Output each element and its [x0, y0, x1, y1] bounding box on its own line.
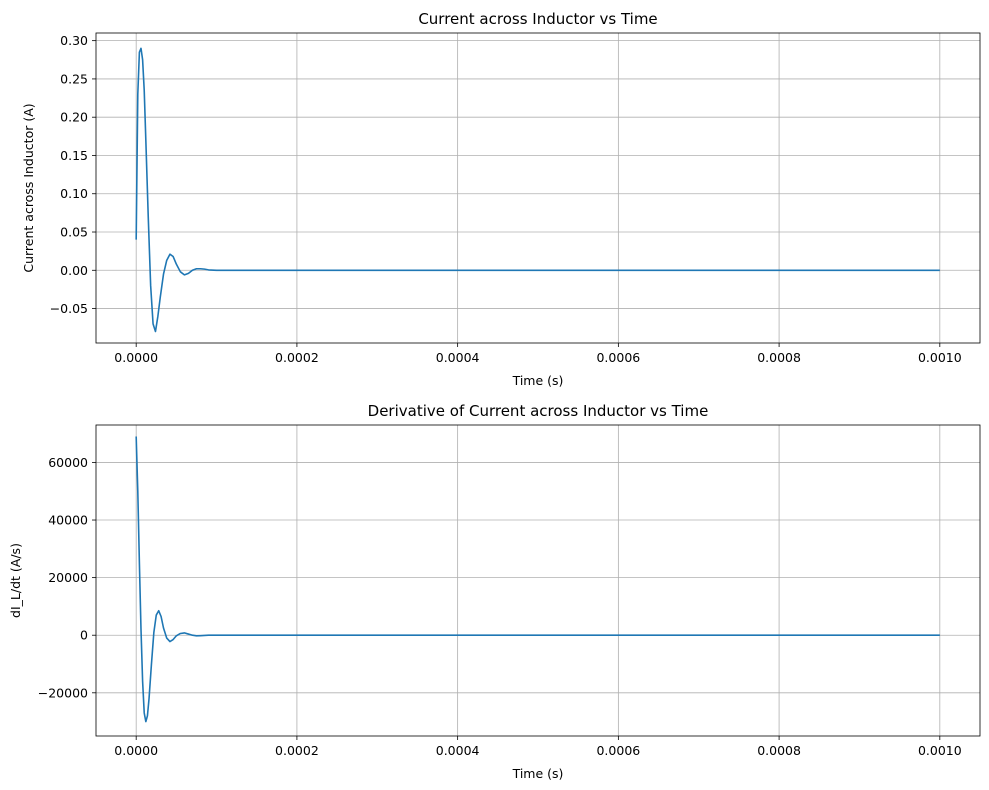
derivative-y-tick-label: 60000 [48, 455, 88, 470]
derivative-subplot: Derivative of Current across Inductor vs… [8, 402, 981, 781]
current-x-tick-label: 0.0006 [596, 350, 640, 365]
current-x-tick-label: 0.0004 [436, 350, 480, 365]
current-y-tick-label: 0.00 [60, 263, 88, 278]
derivative-y-axis-label: dI_L/dt (A/s) [8, 543, 23, 618]
derivative-x-tick-label: 0.0002 [275, 743, 319, 758]
current-x-axis-label: Time (s) [512, 373, 564, 388]
current-data-line [135, 47, 940, 333]
derivative-x-tick-label: 0.0000 [114, 743, 158, 758]
derivative-y-tick-label: −20000 [38, 685, 88, 700]
current-x-tick-label: 0.0000 [114, 350, 158, 365]
derivative-y-tick-label: 0 [80, 628, 88, 643]
derivative-x-tick-label: 0.0010 [918, 743, 962, 758]
derivative-y-tick-label: 20000 [48, 570, 88, 585]
derivative-axes-frame [95, 424, 981, 737]
current-y-tick-label: 0.30 [60, 33, 88, 48]
current-y-axis-label: Current across Inductor (A) [21, 103, 36, 272]
derivative-x-tick-label: 0.0008 [757, 743, 801, 758]
derivative-x-tick-label: 0.0006 [596, 743, 640, 758]
current-y-tick-label: 0.20 [60, 110, 88, 125]
derivative-x-tick-label: 0.0004 [436, 743, 480, 758]
derivative-data-line [135, 436, 940, 723]
current-x-tick-label: 0.0008 [757, 350, 801, 365]
current-y-tick-label: 0.05 [60, 225, 88, 240]
current-subplot: Current across Inductor vs Time Time (s)… [21, 10, 981, 388]
current-axes-frame [95, 32, 981, 344]
current-y-tick-label: 0.10 [60, 186, 88, 201]
current-chart-title: Current across Inductor vs Time [418, 10, 657, 28]
current-x-tick-label: 0.0010 [918, 350, 962, 365]
current-y-tick-label: 0.25 [60, 71, 88, 86]
derivative-y-tick-label: 40000 [48, 513, 88, 528]
derivative-chart-title: Derivative of Current across Inductor vs… [368, 402, 709, 420]
current-y-tick-label: −0.05 [50, 301, 88, 316]
current-y-tick-label: 0.15 [60, 148, 88, 163]
current-x-tick-label: 0.0002 [275, 350, 319, 365]
current-grid [96, 33, 980, 343]
derivative-x-axis-label: Time (s) [512, 766, 564, 781]
